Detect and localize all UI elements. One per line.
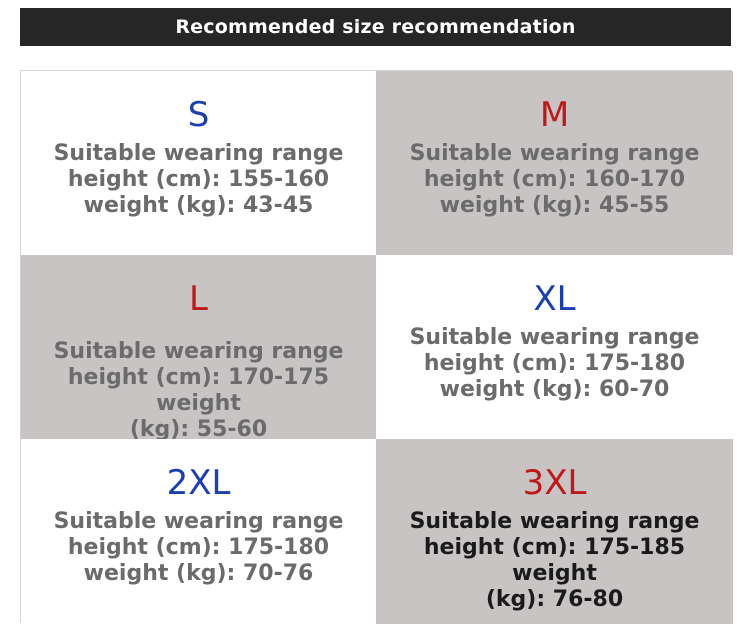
size-description: Suitable wearing range height (cm): 175-… bbox=[390, 509, 720, 613]
size-description: Suitable wearing range height (cm): 175-… bbox=[390, 325, 720, 403]
weight-range: weight (kg): 43-45 bbox=[83, 193, 314, 218]
size-cell-xl: XL Suitable wearing range height (cm): 1… bbox=[376, 255, 733, 439]
size-label: XL bbox=[533, 279, 576, 319]
size-description: Suitable wearing range height (cm): 160-… bbox=[390, 141, 720, 219]
weight-range: weight (kg): 45-55 bbox=[439, 193, 670, 218]
height-range: height (cm): 160-170 bbox=[423, 167, 686, 192]
weight-range: weight (kg): 70-76 bbox=[83, 561, 314, 586]
height-range: height (cm): 170-175 weight bbox=[67, 365, 330, 416]
size-cell-s: S Suitable wearing range height (cm): 15… bbox=[21, 71, 376, 255]
size-label: 2XL bbox=[166, 463, 231, 503]
size-chart-grid: S Suitable wearing range height (cm): 15… bbox=[20, 70, 733, 624]
height-range: height (cm): 175-180 bbox=[423, 351, 686, 376]
height-range: height (cm): 175-180 bbox=[67, 535, 330, 560]
size-label: 3XL bbox=[522, 463, 587, 503]
range-heading: Suitable wearing range bbox=[53, 339, 344, 364]
size-description: Suitable wearing range height (cm): 155-… bbox=[34, 141, 364, 219]
range-heading: Suitable wearing range bbox=[409, 325, 700, 350]
weight-range: (kg): 76-80 bbox=[485, 587, 624, 612]
range-heading: Suitable wearing range bbox=[409, 141, 700, 166]
range-heading: Suitable wearing range bbox=[409, 509, 700, 534]
size-cell-3xl: 3XL Suitable wearing range height (cm): … bbox=[376, 439, 733, 624]
weight-range: (kg): 55-60 bbox=[129, 417, 268, 439]
size-label: L bbox=[189, 279, 208, 319]
size-description: Suitable wearing range height (cm): 170-… bbox=[34, 339, 364, 439]
weight-range: weight (kg): 60-70 bbox=[439, 377, 670, 402]
size-label: M bbox=[539, 95, 570, 135]
size-cell-m: M Suitable wearing range height (cm): 16… bbox=[376, 71, 733, 255]
size-cell-l: L Suitable wearing range height (cm): 17… bbox=[21, 255, 376, 439]
page-title: Recommended size recommendation bbox=[20, 8, 731, 46]
size-description: Suitable wearing range height (cm): 175-… bbox=[34, 509, 364, 587]
height-range: height (cm): 155-160 bbox=[67, 167, 330, 192]
range-heading: Suitable wearing range bbox=[53, 509, 344, 534]
size-label: S bbox=[187, 95, 210, 135]
size-cell-2xl: 2XL Suitable wearing range height (cm): … bbox=[21, 439, 376, 624]
height-range: height (cm): 175-185 weight bbox=[423, 535, 686, 586]
range-heading: Suitable wearing range bbox=[53, 141, 344, 166]
